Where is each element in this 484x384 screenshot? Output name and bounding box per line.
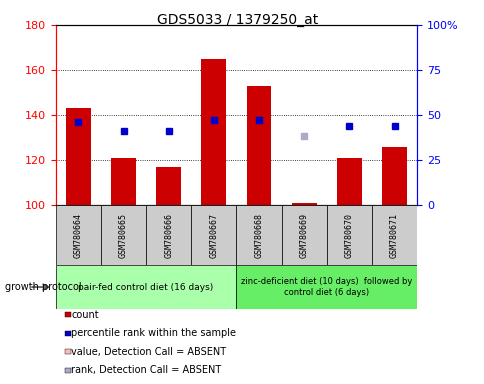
Bar: [381, 147, 406, 205]
Bar: [291, 203, 316, 205]
Bar: [201, 59, 226, 205]
Text: GSM780667: GSM780667: [209, 213, 218, 258]
Bar: [246, 86, 271, 205]
Text: GSM780668: GSM780668: [254, 213, 263, 258]
Bar: [101, 205, 146, 265]
Text: rank, Detection Call = ABSENT: rank, Detection Call = ABSENT: [71, 365, 221, 375]
Text: percentile rank within the sample: percentile rank within the sample: [71, 328, 236, 338]
Bar: [236, 265, 416, 309]
Text: pair-fed control diet (16 days): pair-fed control diet (16 days): [78, 283, 213, 291]
Bar: [371, 205, 416, 265]
Text: GDS5033 / 1379250_at: GDS5033 / 1379250_at: [157, 13, 318, 27]
Bar: [56, 265, 236, 309]
Text: growth protocol: growth protocol: [5, 282, 81, 292]
Text: GSM780669: GSM780669: [299, 213, 308, 258]
Bar: [156, 167, 181, 205]
Text: GSM780664: GSM780664: [74, 213, 83, 258]
Text: value, Detection Call = ABSENT: value, Detection Call = ABSENT: [71, 347, 226, 357]
Bar: [111, 158, 136, 205]
Bar: [326, 205, 371, 265]
Text: count: count: [71, 310, 99, 320]
Bar: [191, 205, 236, 265]
Text: GSM780665: GSM780665: [119, 213, 128, 258]
Text: GSM780671: GSM780671: [389, 213, 398, 258]
Bar: [281, 205, 326, 265]
Text: GSM780666: GSM780666: [164, 213, 173, 258]
Bar: [236, 205, 281, 265]
Text: zinc-deficient diet (10 days)  followed by
control diet (6 days): zinc-deficient diet (10 days) followed b…: [241, 277, 411, 297]
Bar: [146, 205, 191, 265]
Bar: [336, 158, 361, 205]
Bar: [56, 205, 101, 265]
Bar: [66, 108, 91, 205]
Text: GSM780670: GSM780670: [344, 213, 353, 258]
